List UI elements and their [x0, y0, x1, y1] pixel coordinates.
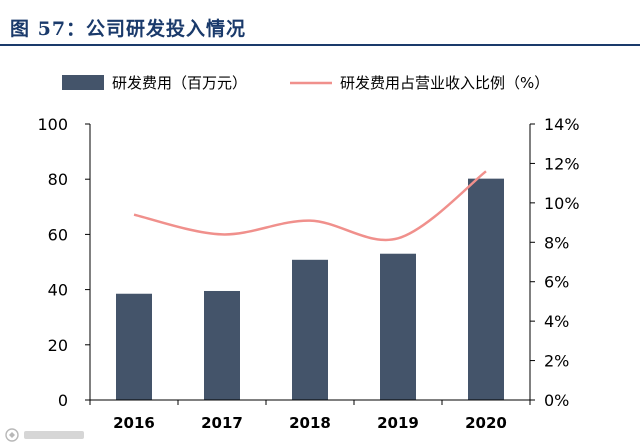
legend-label-bar: 研发费用（百万元）	[112, 74, 247, 92]
x-axis: 2016 2017 2018 2019 2020	[89, 399, 531, 432]
right-axis-tick-label: 6%	[544, 273, 569, 292]
right-axis-tick-label: 2%	[544, 352, 569, 371]
legend-label-line: 研发费用占营业收入比例（%）	[340, 74, 549, 92]
line-series	[133, 170, 487, 242]
figure-title: 图 57：公司研发投入情况	[10, 18, 247, 40]
right-axis-tick-label: 10%	[544, 194, 580, 213]
left-axis: 0 20 40 60 80 100	[37, 115, 91, 410]
right-axis-tick-label: 0%	[544, 391, 569, 410]
right-axis-tick-label: 12%	[544, 154, 580, 173]
legend: 研发费用（百万元） 研发费用占营业收入比例（%）	[62, 74, 549, 92]
left-axis-tick-label: 0	[58, 391, 68, 410]
bar-2018	[292, 259, 328, 400]
bar-2016	[116, 293, 152, 400]
x-axis-tick-label: 2018	[289, 414, 331, 432]
x-axis-tick-label: 2017	[201, 414, 243, 432]
bar-2017	[204, 290, 240, 400]
line-path	[133, 170, 487, 242]
title-divider	[0, 44, 640, 46]
right-axis: 0% 2% 4% 6% 8% 10% 12% 14%	[529, 115, 580, 410]
right-axis-tick-label: 14%	[544, 115, 580, 134]
figure-header: 图 57：公司研发投入情况	[0, 0, 640, 48]
left-axis-tick-label: 80	[48, 170, 68, 189]
logo-mark-icon	[5, 428, 84, 442]
right-axis-tick-label: 4%	[544, 312, 569, 331]
right-axis-tick-label: 8%	[544, 233, 569, 252]
left-axis-tick-label: 100	[37, 115, 68, 134]
legend-swatch-bar	[62, 75, 104, 90]
x-axis-tick-label: 2020	[465, 414, 507, 432]
x-axis-tick-label: 2019	[377, 414, 419, 432]
bar-2020	[468, 178, 504, 400]
left-axis-tick-label: 20	[48, 336, 68, 355]
bar-2019	[380, 253, 416, 400]
x-axis-tick-label: 2016	[113, 414, 155, 432]
bar-series	[116, 178, 504, 400]
left-axis-tick-label: 40	[48, 281, 68, 300]
left-axis-tick-label: 60	[48, 225, 68, 244]
